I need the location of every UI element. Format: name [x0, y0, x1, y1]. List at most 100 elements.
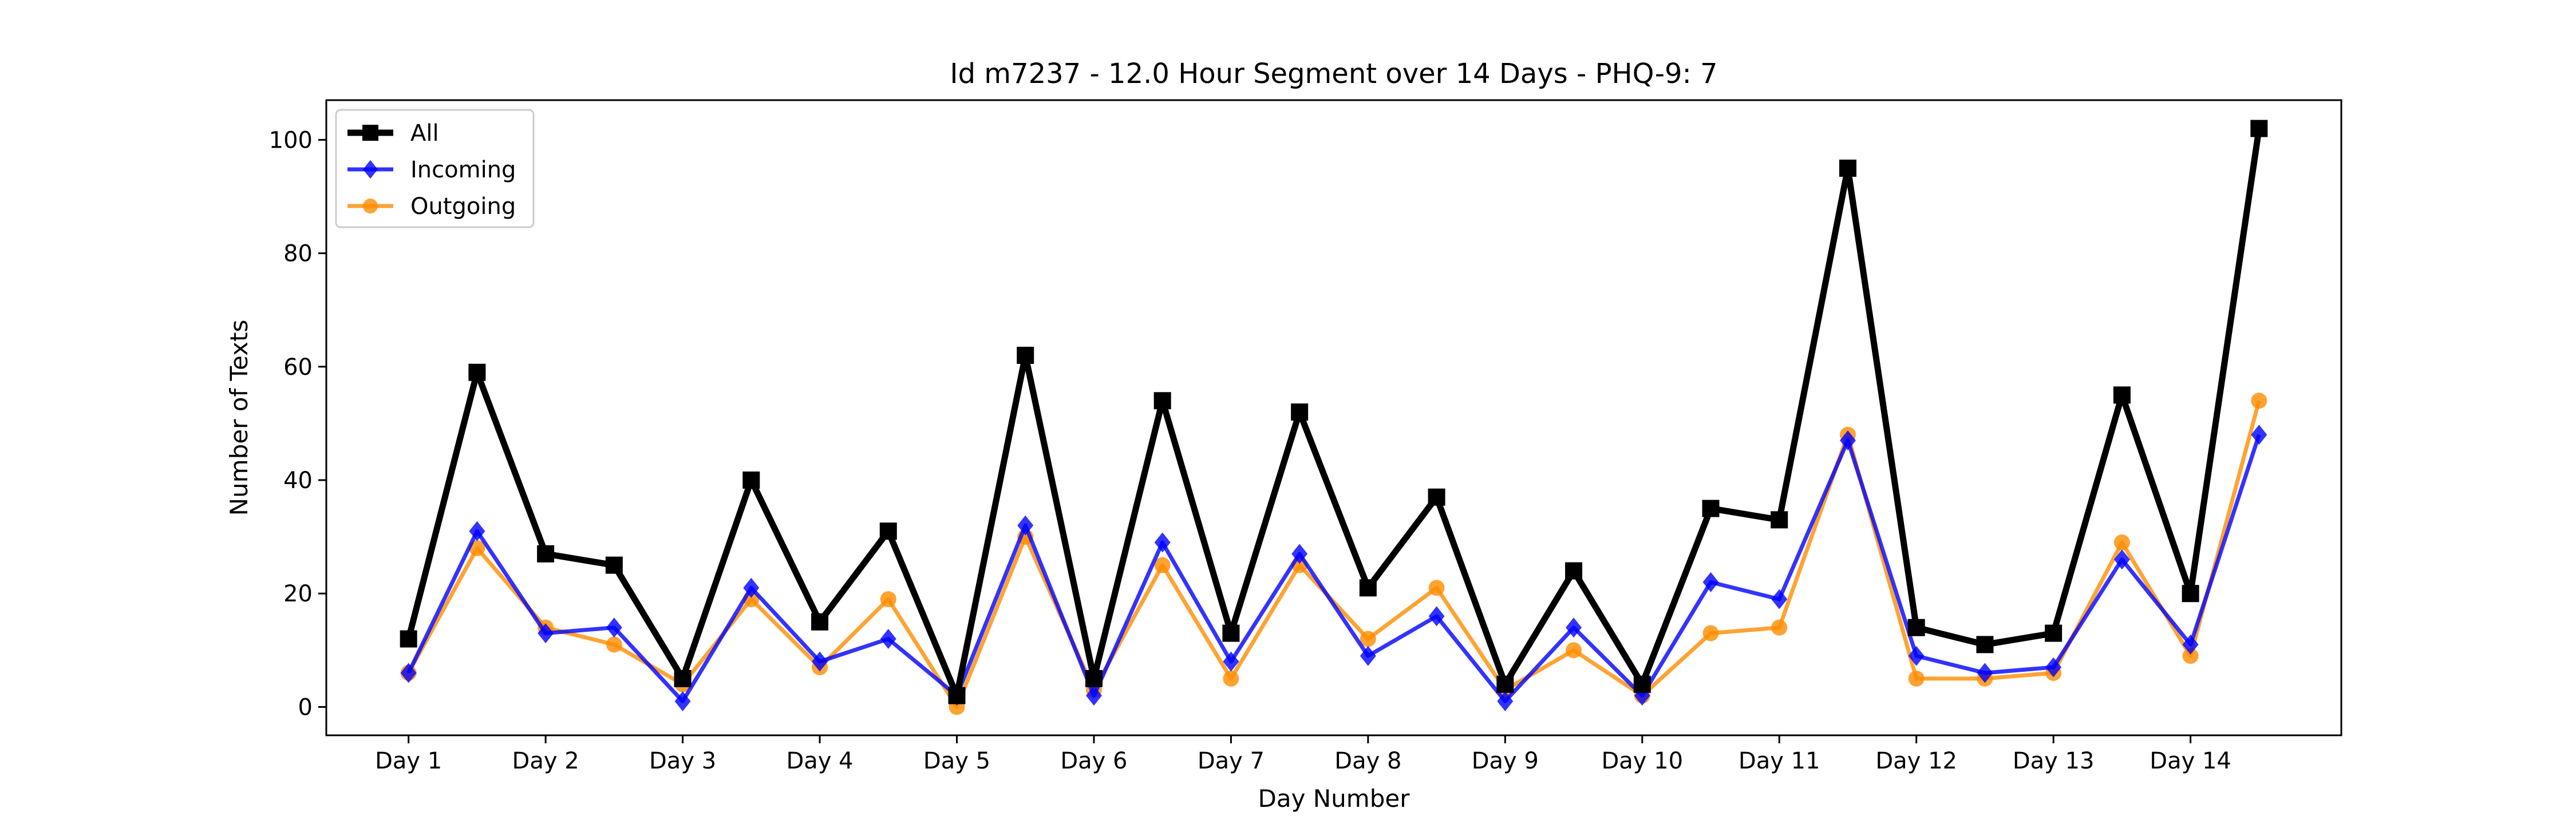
data-point-outgoing	[1154, 557, 1171, 573]
x-tick-label: Day 14	[2150, 748, 2231, 774]
data-point-all	[811, 613, 829, 631]
x-tick-label: Day 12	[1875, 748, 1957, 774]
legend-item-outgoing: Outgoing	[347, 193, 516, 220]
data-point-incoming	[1428, 606, 1445, 627]
legend-marker	[363, 199, 378, 213]
x-axis-label: Day Number	[1258, 785, 1410, 813]
data-point-all	[2113, 386, 2131, 404]
data-point-all	[1565, 562, 1583, 580]
data-point-all	[948, 687, 966, 704]
legend-marker	[363, 160, 378, 179]
data-point-all	[1291, 403, 1309, 421]
data-point-incoming	[1566, 617, 1582, 638]
legend-item-all: All	[347, 120, 439, 146]
x-tick-label: Day 9	[1472, 748, 1539, 774]
data-point-incoming	[1085, 686, 1102, 706]
data-point-all	[400, 630, 417, 648]
data-point-all	[879, 522, 897, 540]
data-point-incoming	[538, 623, 554, 644]
data-point-incoming	[1017, 515, 1034, 536]
series-incoming	[400, 425, 2267, 712]
data-point-all	[2045, 624, 2063, 642]
y-tick-label: 20	[283, 581, 313, 607]
series-line-incoming	[406, 434, 2261, 704]
y-tick-label: 0	[298, 694, 313, 720]
data-point-incoming	[2045, 657, 2062, 678]
data-point-incoming	[1908, 645, 1925, 666]
data-point-incoming	[1977, 663, 1993, 683]
data-point-outgoing	[1566, 642, 1582, 659]
data-point-outgoing	[606, 636, 622, 653]
legend-box	[335, 109, 535, 228]
data-point-all	[1017, 346, 1034, 364]
data-point-all	[537, 545, 555, 562]
y-tick-label: 40	[283, 468, 313, 494]
data-point-incoming	[606, 617, 622, 638]
data-point-all	[2250, 120, 2268, 137]
legend: All Incoming Outgoing	[335, 109, 535, 228]
data-point-incoming	[812, 651, 828, 672]
data-point-incoming	[1702, 572, 1719, 592]
data-point-all	[1359, 579, 1377, 597]
x-tick-label: Day 11	[1739, 748, 1820, 774]
data-point-all	[1496, 675, 1514, 693]
x-tick-label: Day 7	[1198, 748, 1265, 774]
data-point-outgoing	[2113, 534, 2130, 551]
data-point-all	[468, 363, 486, 381]
series-layer	[400, 120, 2268, 715]
data-point-all	[1839, 159, 1856, 177]
legend-label: All	[410, 120, 439, 146]
x-tick-label: Day 3	[649, 748, 716, 774]
series-line-all	[405, 128, 2262, 699]
data-point-all	[1907, 619, 1925, 636]
data-point-incoming	[2182, 634, 2199, 655]
data-point-outgoing	[1428, 580, 1445, 596]
y-axis: 0 20 40 60 80 100	[269, 127, 326, 720]
chart-title: Id m7237 - 12.0 Hour Segment over 14 Day…	[950, 58, 1717, 90]
data-point-outgoing	[2182, 648, 2199, 664]
data-point-all	[1702, 500, 1720, 517]
data-point-incoming	[400, 663, 417, 683]
x-tick-label: Day 8	[1334, 748, 1401, 774]
data-point-incoming	[1839, 430, 1856, 451]
x-tick-label: Day 6	[1060, 748, 1127, 774]
x-tick-label: Day 1	[375, 748, 442, 774]
data-point-incoming	[1771, 589, 1788, 609]
legend-item-incoming: Incoming	[347, 157, 516, 183]
data-point-incoming	[469, 521, 485, 541]
data-point-outgoing	[880, 591, 896, 608]
data-point-all	[674, 670, 692, 687]
data-point-outgoing	[469, 540, 485, 556]
data-point-all	[742, 472, 760, 489]
data-point-all	[1428, 488, 1445, 506]
data-point-incoming	[2251, 425, 2267, 445]
data-point-incoming	[1360, 645, 1376, 666]
x-axis: Day 1 Day 2 Day 3 Day 4 Day 5 Day 6 Day 7 Day 8…	[375, 735, 2231, 774]
data-point-incoming	[2113, 549, 2130, 570]
data-point-outgoing	[1908, 670, 1925, 687]
data-point-outgoing	[1360, 631, 1376, 647]
data-point-all	[1085, 670, 1103, 687]
x-tick-label: Day 13	[2013, 748, 2095, 774]
legend-label: Outgoing	[410, 193, 516, 220]
data-point-outgoing	[1702, 625, 1719, 641]
data-point-incoming	[1154, 532, 1171, 553]
y-tick-label: 80	[283, 241, 313, 267]
data-point-incoming	[743, 577, 760, 598]
data-point-outgoing	[2251, 393, 2267, 409]
data-point-incoming	[674, 691, 691, 712]
data-point-incoming	[1223, 651, 1239, 672]
y-axis-label: Number of Texts	[225, 320, 253, 516]
data-point-incoming	[1497, 691, 1514, 712]
data-point-incoming	[880, 629, 896, 649]
x-tick-label: Day 2	[512, 748, 579, 774]
plot-area-frame	[325, 99, 2342, 736]
data-point-all	[1771, 511, 1788, 529]
data-point-all	[1633, 675, 1651, 693]
data-point-all	[605, 556, 623, 574]
series-all	[400, 120, 2268, 704]
data-point-incoming	[1291, 544, 1308, 564]
data-point-outgoing	[1223, 670, 1239, 687]
legend-label: Incoming	[410, 157, 516, 183]
